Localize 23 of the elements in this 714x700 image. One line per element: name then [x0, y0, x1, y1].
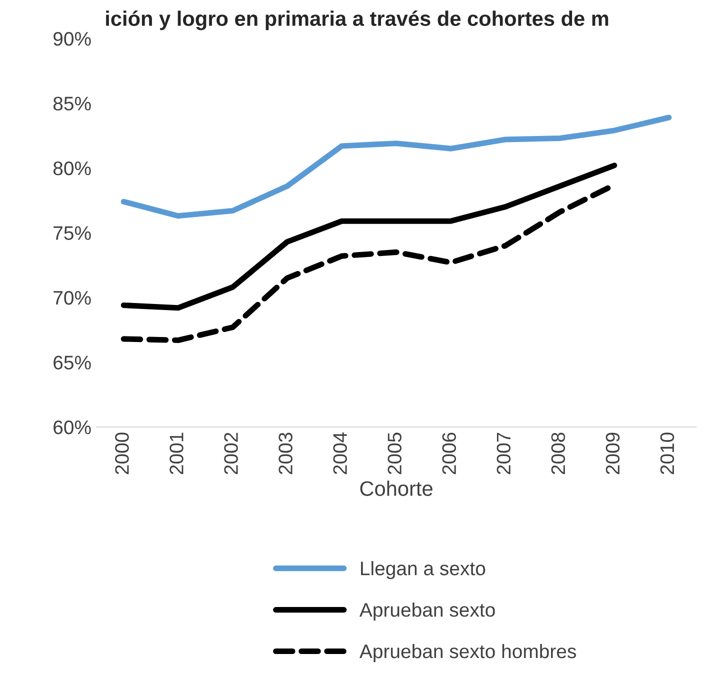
legend-label: Aprueban sexto — [359, 602, 495, 621]
x-tick-label: 2001 — [170, 432, 184, 474]
chart-title: ición y logro en primaria a través de cohortes de m — [106, 10, 608, 30]
x-tick-label: 2005 — [388, 432, 402, 474]
y-tick-label: 80% — [53, 161, 91, 176]
x-tick-label: 2009 — [606, 432, 620, 474]
x-tick-label: 2008 — [551, 432, 566, 474]
x-axis-title: Cohorte — [360, 480, 432, 496]
x-tick-label: 2002 — [224, 432, 238, 474]
x-tick-label: 2007 — [496, 432, 511, 474]
y-tick-label: 85% — [53, 96, 91, 110]
y-tick-label: 70% — [54, 290, 91, 305]
y-tick-label: 60% — [54, 420, 91, 434]
y-tick-label: 90% — [54, 32, 91, 46]
legend-label: Aprueban sexto hombres — [359, 644, 576, 662]
y-tick-label: 75% — [54, 226, 91, 240]
legend-label: Llegan a sexto — [361, 561, 486, 580]
x-tick-label: 2004 — [333, 432, 347, 474]
x-tick-label: 2006 — [442, 432, 456, 474]
x-tick-label: 2010 — [660, 432, 674, 474]
x-tick-label: 2003 — [278, 432, 292, 474]
y-tick-label: 65% — [54, 356, 91, 370]
x-tick-label: 2000 — [115, 432, 129, 474]
